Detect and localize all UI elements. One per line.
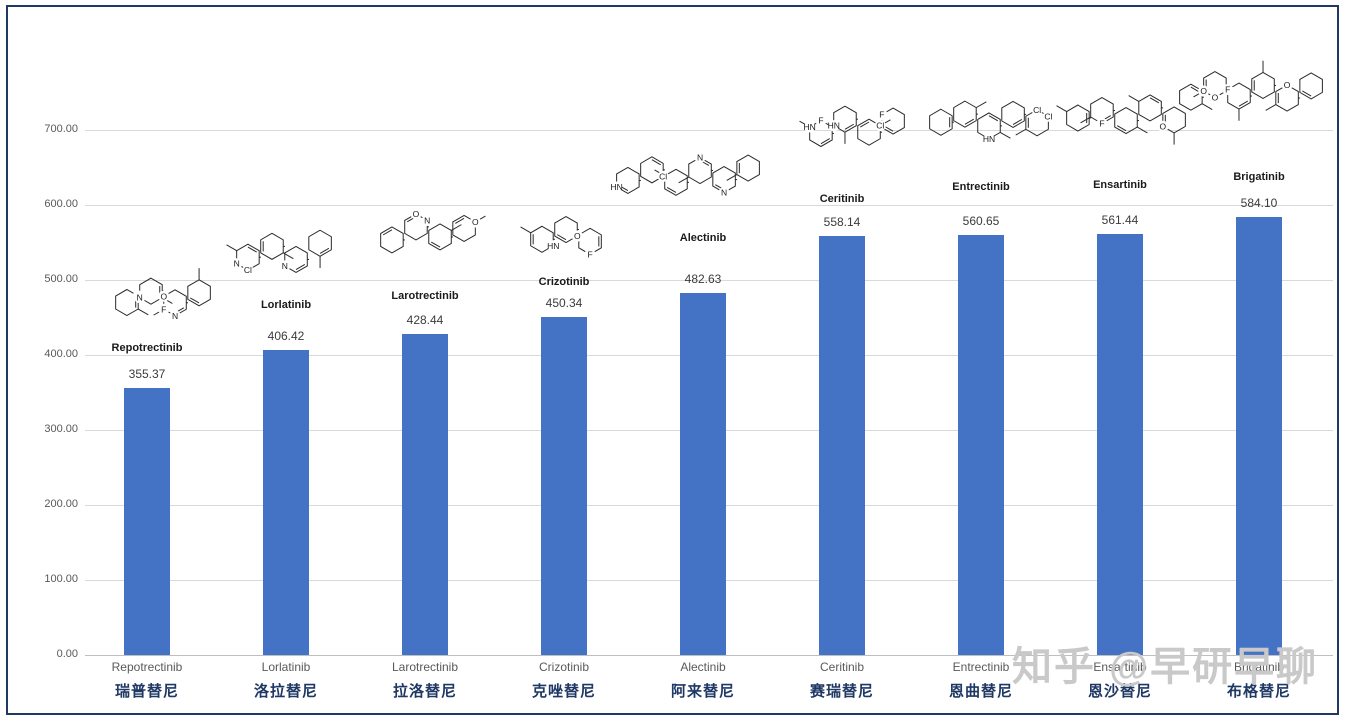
svg-text:F: F <box>879 110 884 120</box>
svg-text:N: N <box>282 261 288 271</box>
bar-value-label: 355.37 <box>128 367 166 382</box>
y-axis-tick-label: 500.00 <box>44 273 78 285</box>
molecule-name-label: Crizotinib <box>538 276 590 288</box>
bar-value-label: 584.10 <box>1240 195 1278 210</box>
bar <box>402 333 448 655</box>
molecule-name-label: Alectinib <box>679 232 727 244</box>
x-axis-label-zh: 瑞普替尼 <box>114 683 179 700</box>
x-axis-label-zh: 恩曲替尼 <box>948 683 1013 700</box>
bar <box>124 388 170 655</box>
x-axis-label-en: Entrectinib <box>952 660 1010 674</box>
bar <box>1097 233 1143 655</box>
x-axis-label-en: Brigatinib <box>1233 660 1285 674</box>
x-axis-label-zh: 赛瑞替尼 <box>809 683 874 700</box>
x-axis-label-zh: 拉洛替尼 <box>392 683 457 700</box>
molecule-name-label: Ceritinib <box>819 193 865 205</box>
x-axis-label-zh: 洛拉替尼 <box>253 683 318 700</box>
svg-text:Cl: Cl <box>1044 111 1052 121</box>
svg-text:O: O <box>574 231 581 241</box>
molecule-name-label: Ensartinib <box>1093 179 1147 191</box>
svg-text:O: O <box>1284 80 1291 90</box>
molecule-structure-icon: N Cl N <box>226 229 332 276</box>
bar-value-label: 428.44 <box>406 312 444 327</box>
svg-text:N: N <box>172 311 178 321</box>
svg-text:HN: HN <box>610 182 622 192</box>
y-axis-tick-label: 0.00 <box>56 648 78 660</box>
x-axis-label-en: Lorlatinib <box>261 660 311 674</box>
svg-text:Cl: Cl <box>659 171 667 181</box>
x-axis-label-en: Repotrectinib <box>111 660 183 674</box>
molecule-name-label: Repotrectinib <box>111 342 183 354</box>
molecule-structure-icon: OOFNN <box>115 268 211 322</box>
x-axis-label-en: Ceritinib <box>819 660 864 674</box>
y-axis-tick-label: 700.00 <box>44 123 78 135</box>
y-axis-tick-label: 300.00 <box>44 423 78 435</box>
molecule-structure-icon: HN OF <box>520 215 602 260</box>
molecule-name-label: Entrectinib <box>952 181 1010 193</box>
gridline <box>85 205 1333 206</box>
x-axis-label-zh: 恩沙替尼 <box>1087 683 1152 700</box>
y-axis-tick-label: 200.00 <box>44 498 78 510</box>
bar <box>680 293 726 655</box>
x-axis-label-zh: 克唑替尼 <box>531 683 596 700</box>
x-axis-line <box>85 655 1333 656</box>
svg-text:Cl: Cl <box>244 265 252 275</box>
bar-value-label: 450.34 <box>545 296 583 311</box>
molecule-structure-icon: N HN Cl N <box>610 152 760 199</box>
x-axis-label-en: Alectinib <box>680 660 726 674</box>
bar-value-label: 406.42 <box>267 329 305 344</box>
molecule-name-label: Brigatinib <box>1233 171 1285 183</box>
svg-text:O: O <box>413 209 420 219</box>
molecule-name-label: Lorlatinib <box>260 299 312 311</box>
x-axis-label-zh: 阿来替尼 <box>670 683 735 700</box>
svg-text:O: O <box>1200 86 1207 96</box>
x-axis-label-en: Ensartinib <box>1093 660 1147 674</box>
bar <box>958 234 1004 655</box>
bar <box>263 350 309 655</box>
svg-text:F: F <box>587 249 592 259</box>
x-axis-label-en: Crizotinib <box>538 660 589 674</box>
svg-text:F: F <box>1225 85 1230 95</box>
gridline <box>85 130 1333 131</box>
bar <box>541 317 587 655</box>
gridline <box>85 280 1333 281</box>
svg-text:HN: HN <box>804 122 816 132</box>
bar <box>1236 216 1282 655</box>
x-axis-label-zh: 布格替尼 <box>1226 683 1291 700</box>
svg-text:N: N <box>424 215 430 225</box>
svg-text:F: F <box>161 304 166 314</box>
svg-text:N: N <box>137 293 143 303</box>
svg-text:HN: HN <box>983 134 995 144</box>
molecule-structure-icon: FOO <box>1056 94 1186 145</box>
svg-text:O: O <box>1212 93 1219 103</box>
watermark: 知乎 @早研早聊 <box>1012 645 1319 689</box>
molecule-name-label: Larotrectinib <box>391 290 459 302</box>
svg-text:O: O <box>1160 121 1167 131</box>
svg-text:HN: HN <box>547 241 559 251</box>
svg-text:HN: HN <box>828 121 840 131</box>
bar-value-label: 482.63 <box>684 272 722 287</box>
svg-text:Cl: Cl <box>1033 105 1041 115</box>
bar-value-label: 561.44 <box>1101 212 1139 227</box>
svg-text:O: O <box>160 291 167 301</box>
y-axis-tick-label: 100.00 <box>44 573 78 585</box>
x-axis-label-en: Larotrectinib <box>391 660 459 674</box>
molecule-structure-icon: ONON <box>380 208 486 254</box>
svg-text:Cl: Cl <box>876 121 884 131</box>
bar-value-label: 558.14 <box>823 215 861 230</box>
svg-text:F: F <box>1099 119 1104 129</box>
svg-text:F: F <box>818 115 823 125</box>
svg-text:N: N <box>234 259 240 269</box>
svg-text:O: O <box>472 217 479 227</box>
svg-text:N: N <box>721 188 727 198</box>
bar-value-label: 560.65 <box>962 213 1000 228</box>
y-axis-tick-label: 400.00 <box>44 348 78 360</box>
svg-text:N: N <box>697 153 703 163</box>
bar <box>819 236 865 655</box>
y-axis-tick-label: 600.00 <box>44 198 78 210</box>
